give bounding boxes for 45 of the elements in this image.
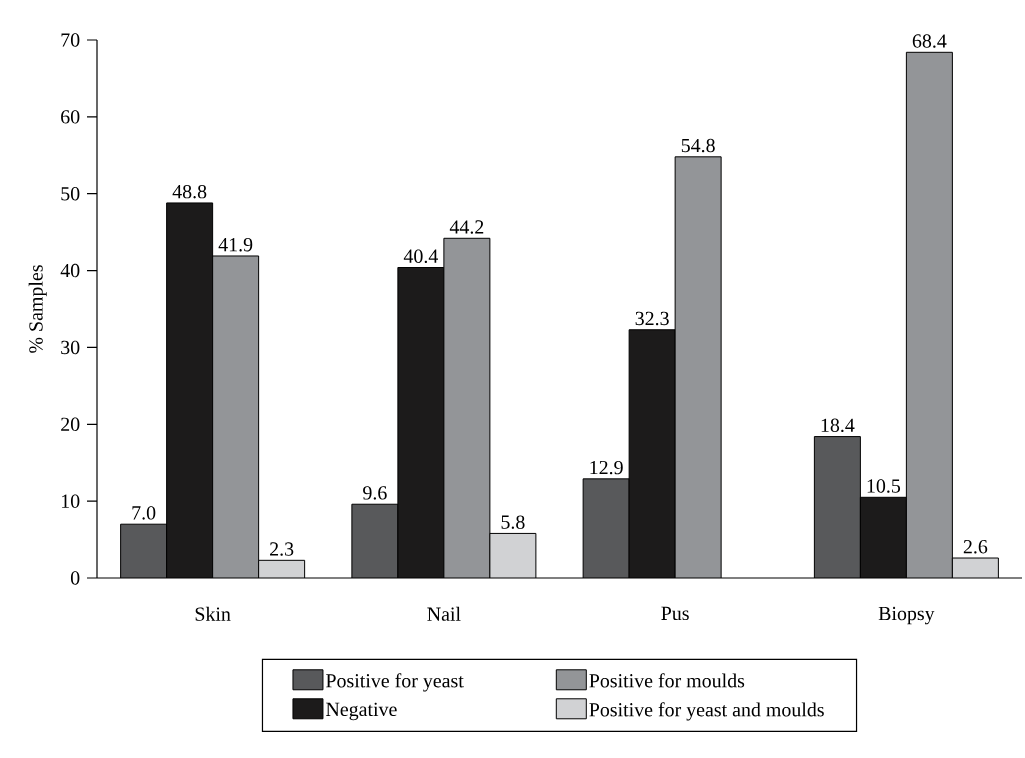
y-tick-label: 60 — [61, 110, 80, 124]
data-label: 41.9 — [218, 238, 253, 252]
data-label: 44.2 — [449, 220, 484, 234]
y-tick-label: 40 — [60, 263, 80, 278]
y-tick-label: 0 — [70, 571, 80, 585]
data-label: 2.3 — [270, 542, 294, 556]
data-label: 68.4 — [912, 34, 947, 48]
data-label: 32.3 — [635, 311, 669, 326]
legend-label: Positive for moulds — [589, 673, 745, 688]
bar — [489, 533, 536, 578]
data-label: 5.8 — [501, 515, 525, 529]
data-label: 54.8 — [681, 138, 715, 153]
bar — [166, 202, 213, 578]
bar — [212, 255, 259, 578]
x-tick-label: Nail — [427, 606, 461, 621]
legend-label: Negative — [326, 702, 397, 721]
data-label: 7.0 — [132, 506, 156, 520]
y-tick-label: 20 — [61, 417, 80, 431]
bar — [905, 51, 953, 578]
y-tick-label: 70 — [61, 33, 80, 47]
data-label: 18.4 — [821, 418, 855, 433]
bar — [675, 156, 722, 578]
data-label: 9.6 — [363, 486, 387, 500]
data-label: 48.8 — [172, 184, 207, 199]
data-label: 12.9 — [590, 460, 623, 475]
x-tick-label: Pus — [661, 606, 689, 621]
x-tick-label: Biopsy — [878, 606, 935, 625]
bar — [583, 478, 630, 578]
y-tick-label: 30 — [61, 340, 80, 355]
y-axis-title: % Samples — [28, 265, 47, 353]
bar — [813, 436, 861, 578]
bar — [397, 267, 444, 578]
x-tick-label: Skin — [195, 606, 231, 621]
data-label: 10.5 — [867, 479, 901, 493]
bar — [859, 496, 907, 578]
bar — [629, 329, 676, 578]
y-tick-label: 10 — [61, 494, 80, 508]
data-label: 40.4 — [403, 249, 439, 263]
legend-label: Positive for yeast — [326, 673, 464, 692]
legend-label: Positive for yeast and moulds — [589, 702, 824, 721]
y-tick-label: 50 — [61, 186, 80, 201]
bar — [120, 524, 167, 578]
bar — [443, 238, 490, 578]
bar — [351, 504, 398, 578]
data-label: 2.6 — [963, 540, 988, 554]
